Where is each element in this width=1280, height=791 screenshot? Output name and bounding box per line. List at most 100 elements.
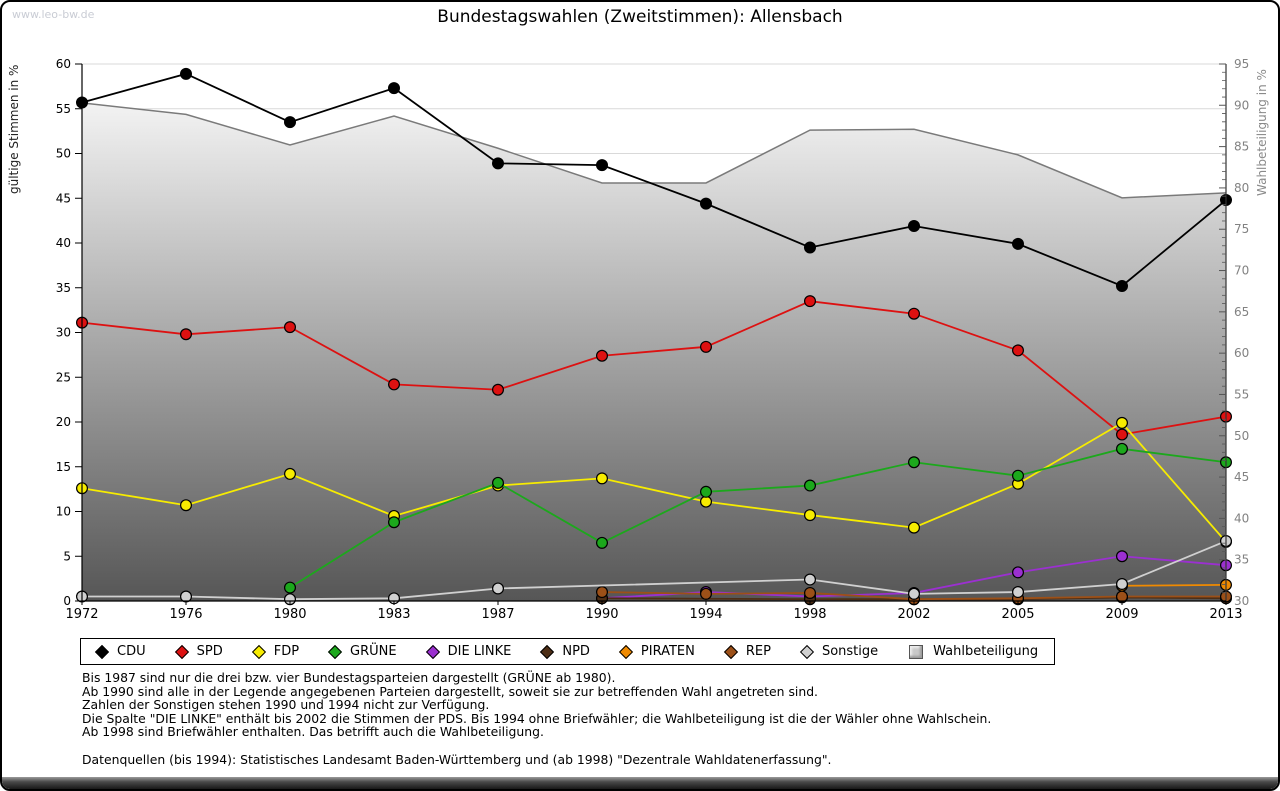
x-axis-year-label: 1983	[377, 607, 410, 622]
point-spd-1980	[284, 321, 297, 334]
right-axis-tick-label: 90	[1234, 98, 1249, 112]
series-line	[81, 72, 1227, 287]
left-axis-tick-label: 55	[56, 102, 71, 116]
x-axis-year-label: 2009	[1105, 607, 1138, 622]
legend-label: DIE LINKE	[447, 644, 512, 659]
election-line-chart: 0 5 10 15 20 25 30 35 40 45 50 55 60 30 35 40 45 50 55 60 65…	[7, 57, 1269, 622]
point-spd-2005	[1011, 344, 1024, 357]
legend-label: Sonstige	[821, 644, 879, 659]
legend-label: SPD	[196, 644, 223, 659]
footnote-line: Bis 1987 sind nur die drei bzw. vier Bun…	[82, 670, 616, 685]
right-axis-tick-label: 30	[1234, 594, 1249, 608]
right-axis-tick-label: 60	[1234, 346, 1249, 360]
point-spd-1976	[180, 328, 193, 341]
legend-diamond-icon	[174, 644, 189, 659]
legend-item-cdu: CDU	[94, 644, 146, 659]
legend-square-icon	[909, 644, 924, 659]
point-cdu-1980	[284, 116, 297, 129]
x-axis-year-label: 2013	[1209, 607, 1242, 622]
x-axis-year-label: 1994	[689, 607, 722, 622]
point-cdu-2002	[907, 219, 920, 232]
point-fdp-1976	[180, 499, 193, 512]
left-axis-tick-label: 40	[56, 236, 71, 250]
right-axis-tick-label: 95	[1234, 57, 1249, 71]
point-spd-1990	[595, 349, 608, 362]
wahlbeteiligung-line	[81, 102, 1227, 199]
point-cdu-2005	[1011, 237, 1024, 250]
series-cdu	[75, 67, 1232, 292]
legend-diamond-icon	[94, 644, 110, 659]
series-line	[81, 421, 1227, 543]
point-cdu-1976	[180, 67, 193, 80]
point-rep-2009	[1115, 590, 1128, 603]
legend-label: Wahlbeteiligung	[933, 644, 1039, 659]
x-axis-year-label: 1976	[169, 607, 202, 622]
watermark: www.leo-bw.de	[12, 8, 95, 21]
point-spd-1994	[699, 340, 712, 353]
right-axis-tick-label: 50	[1234, 429, 1249, 443]
point-fdp-1998	[803, 509, 816, 522]
point-cdu-1994	[699, 197, 712, 210]
point-grüne-2005	[1011, 469, 1024, 482]
point-sonstige-2005	[1011, 586, 1024, 599]
footnote-line: Datenquellen (bis 1994): Statistisches L…	[82, 751, 832, 767]
chart-legend: CDU SPD FDP GRÜNE DIE LINKE NPD PIRATEN REP Sons…	[80, 638, 1056, 665]
point-cdu-1983	[388, 82, 401, 95]
point-spd-2009	[1115, 428, 1128, 441]
legend-diamond-icon	[618, 644, 633, 659]
left-axis-title: gültige Stimmen in %	[7, 65, 21, 194]
legend-label: PIRATEN	[640, 644, 695, 659]
series-line	[1121, 583, 1227, 587]
point-fdp-1980	[284, 467, 297, 480]
point-grüne-1990	[595, 536, 608, 549]
legend-label: FDP	[273, 644, 300, 659]
legend-label: CDU	[117, 644, 146, 659]
point-fdp-1990	[595, 472, 608, 485]
legend-item-wahlbeteiligung: Wahlbeteiligung	[909, 644, 1038, 659]
left-axis-tick-label: 60	[56, 57, 71, 71]
point-grüne-1998	[803, 479, 816, 492]
x-axis-year-label: 1972	[65, 607, 98, 622]
legend-item-fdp: FDP	[251, 644, 300, 659]
footnote-line: Ab 1998 sind Briefwähler enthalten. Das …	[82, 724, 544, 740]
point-sonstige-1976	[180, 590, 193, 603]
point-rep-1990	[595, 586, 608, 599]
x-axis-year-label: 1987	[481, 607, 514, 622]
series-spd	[75, 295, 1232, 441]
legend-label: GRÜNE	[350, 644, 397, 659]
left-axis-tick-label: 0	[63, 594, 71, 608]
legend-item-piraten: PIRATEN	[618, 644, 695, 659]
legend-diamond-icon	[251, 644, 266, 659]
legend-item-spd: SPD	[174, 644, 223, 659]
point-spd-1987	[492, 383, 505, 396]
point-grüne-2002	[907, 456, 920, 469]
point-spd-2002	[907, 307, 920, 320]
point-cdu-2009	[1115, 279, 1128, 292]
page-title: Bundestagswahlen (Zweitstimmen): Allensb…	[437, 7, 843, 27]
footnote-spacer	[82, 739, 991, 753]
right-axis-tick-label: 45	[1234, 470, 1249, 484]
footnote-line: Die Spalte "DIE LINKE" enthält bis 2002 …	[82, 710, 992, 726]
series-line	[82, 540, 1227, 601]
axes: 0 5 10 15 20 25 30 35 40 45 50 55 60 30 35 40 45 50 55 60 65…	[7, 57, 1269, 622]
legend-diamond-icon	[799, 644, 815, 659]
point-cdu-1998	[803, 241, 816, 254]
legend-item-grüne: GRÜNE	[327, 644, 397, 659]
point-die-linke-2009	[1115, 550, 1128, 563]
footnote-line: Ab 1990 sind alle in der Legende angegeb…	[82, 683, 818, 699]
left-axis-tick-label: 50	[56, 147, 71, 161]
series-line	[289, 447, 1227, 589]
right-axis-title: Wahlbeteiligung in %	[1255, 69, 1269, 196]
left-axis-tick-label: 15	[56, 460, 71, 474]
legend-item-rep: REP	[723, 644, 771, 659]
right-axis-tick-label: 35	[1234, 553, 1249, 567]
point-grüne-1980	[284, 581, 297, 594]
right-axis-tick-label: 65	[1234, 305, 1249, 319]
right-axis-tick-label: 75	[1234, 222, 1249, 236]
x-axis-year-label: 1998	[793, 607, 826, 622]
right-axis-tick-label: 80	[1234, 181, 1249, 195]
left-axis-tick-label: 10	[56, 505, 71, 519]
point-sonstige-1987	[492, 582, 505, 595]
right-axis-tick-label: 85	[1234, 140, 1249, 154]
point-cdu-1990	[595, 159, 608, 172]
